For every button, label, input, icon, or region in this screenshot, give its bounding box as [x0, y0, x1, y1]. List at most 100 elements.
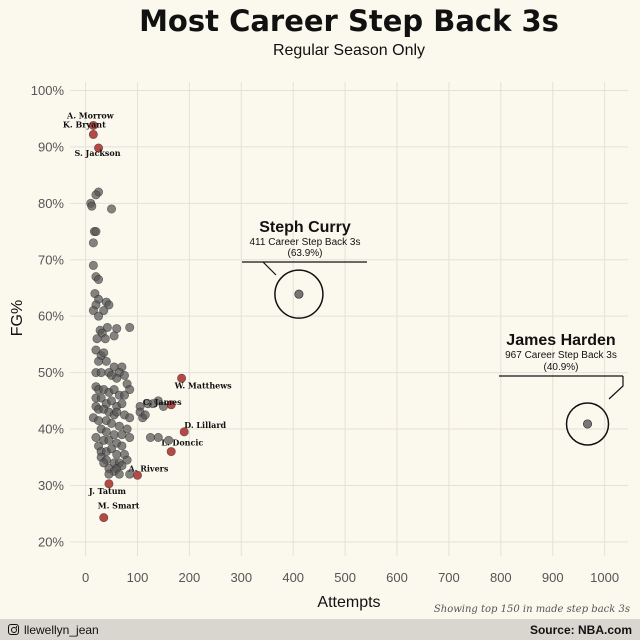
data-point [96, 368, 106, 378]
data-point [88, 238, 98, 248]
data-point [107, 396, 117, 406]
instagram-icon [8, 624, 19, 635]
annotation-pct: (63.9%) [287, 248, 322, 259]
data-point [104, 300, 114, 310]
highlight-point [99, 513, 109, 523]
data-point [112, 449, 122, 459]
y-axis-title: FG% [9, 300, 26, 336]
x-tick-label: 300 [230, 570, 252, 585]
annotation-name: Steph Curry [259, 219, 351, 236]
annotation-text: 967 Career Step Back 3s [505, 350, 617, 361]
data-point [117, 399, 127, 409]
data-point [104, 435, 114, 445]
y-tick-label: 70% [38, 252, 64, 267]
highlight-point [88, 120, 98, 130]
data-point [104, 469, 114, 479]
data-point [122, 424, 132, 434]
data-point [91, 190, 101, 200]
x-tick-label: 1000 [590, 570, 619, 585]
data-point [120, 390, 130, 400]
y-tick-label: 90% [38, 139, 64, 154]
highlight-point [177, 373, 187, 383]
footer-bar: llewellyn_jean Source: NBA.com [0, 619, 640, 640]
highlight-point-label: L. Doncic [161, 438, 203, 448]
x-tick-label: 400 [282, 570, 304, 585]
data-point [91, 345, 101, 355]
data-point [94, 416, 104, 426]
data-point [92, 334, 102, 344]
data-point [117, 430, 127, 440]
data-point [100, 334, 110, 344]
data-point [88, 306, 98, 316]
data-point [107, 204, 117, 214]
data-point [114, 421, 124, 431]
data-point [101, 356, 111, 366]
annotated-point [583, 419, 593, 429]
highlight-point [166, 400, 176, 410]
y-tick-label: 100% [31, 83, 65, 98]
highlight-point [166, 447, 176, 457]
data-point [109, 385, 119, 395]
chart-caption: Showing top 150 in made step back 3s [434, 604, 630, 615]
data-point [117, 441, 127, 451]
y-tick-label: 30% [38, 478, 64, 493]
data-point [164, 435, 174, 445]
data-point [88, 260, 98, 270]
data-point [109, 331, 119, 341]
data-point [153, 396, 163, 406]
highlight-point-label: S. Jackson [74, 148, 120, 158]
annotation-ring [565, 402, 610, 446]
highlight-point-label: W. Matthews [174, 380, 233, 390]
annotation-ring [274, 269, 324, 319]
data-point [99, 348, 109, 358]
data-point [125, 432, 135, 442]
y-tick-label: 50% [38, 365, 64, 380]
x-axis-title: Attempts [317, 594, 380, 611]
data-point [99, 306, 109, 316]
x-axis-ticks: 0 100 200 300 400 500 600 700 800 900 1000 [82, 570, 619, 585]
x-tick-label: 100 [127, 570, 149, 585]
data-point [112, 373, 122, 383]
source-text: Source: NBA.com [529, 622, 632, 637]
data-point [87, 201, 97, 211]
highlight-point-label: A. Rivers [127, 463, 168, 473]
highlight-point [88, 129, 98, 139]
x-tick-label: 500 [334, 570, 356, 585]
highlight-point-label: M. Smart [98, 501, 140, 511]
annotation-leader [608, 376, 624, 400]
annotation-text: 411 Career Step Back 3s [250, 237, 361, 248]
data-point [94, 356, 104, 366]
social-handle: llewellyn_jean [8, 623, 99, 637]
chart-subtitle: Regular Season Only [273, 42, 425, 59]
data-point [117, 461, 127, 471]
data-point [125, 322, 135, 332]
highlight-point [94, 143, 104, 153]
data-point [94, 311, 104, 321]
handle-text: llewellyn_jean [24, 622, 99, 637]
data-point [112, 407, 122, 417]
highlight-point-label: K. Bryant [63, 119, 106, 129]
data-point [145, 432, 155, 442]
annotation-pct: (40.9%) [543, 362, 578, 373]
data-point [125, 413, 135, 423]
x-tick-label: 0 [82, 570, 89, 585]
data-point [120, 370, 130, 380]
highlight-point [104, 479, 114, 489]
data-point [94, 274, 104, 284]
data-point [96, 393, 106, 403]
data-point [91, 227, 101, 237]
data-point [153, 432, 163, 442]
y-tick-label: 20% [38, 534, 64, 549]
chart-title: Most Career Step Back 3s [139, 4, 559, 38]
data-point [107, 418, 117, 428]
y-tick-label: 60% [38, 309, 64, 324]
data-point [114, 469, 124, 479]
y-axis-ticks: 20% 30% 40% 50% 60% 70% 80% 90% 100% [31, 83, 65, 549]
data-point [101, 427, 111, 437]
x-tick-label: 200 [179, 570, 201, 585]
highlight-point-label: J. Tatum [88, 486, 127, 496]
x-tick-label: 800 [490, 570, 512, 585]
data-point [125, 385, 135, 395]
